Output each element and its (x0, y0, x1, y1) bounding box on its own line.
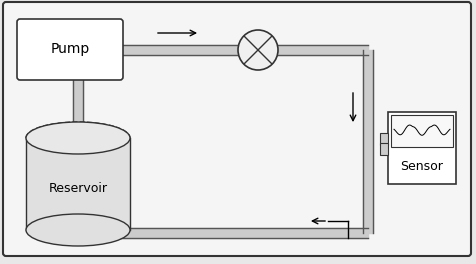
Text: Pump: Pump (50, 43, 89, 56)
Ellipse shape (26, 214, 130, 246)
Bar (391, 115, 453, 147)
FancyBboxPatch shape (17, 19, 123, 80)
Ellipse shape (26, 122, 130, 154)
FancyBboxPatch shape (3, 2, 471, 256)
Bar (388, 112, 456, 184)
Text: Sensor: Sensor (401, 159, 444, 172)
Bar (380, 133, 388, 145)
Bar (380, 143, 388, 155)
Bar (26, 138, 130, 230)
Text: Reservoir: Reservoir (49, 182, 108, 196)
Circle shape (238, 30, 278, 70)
